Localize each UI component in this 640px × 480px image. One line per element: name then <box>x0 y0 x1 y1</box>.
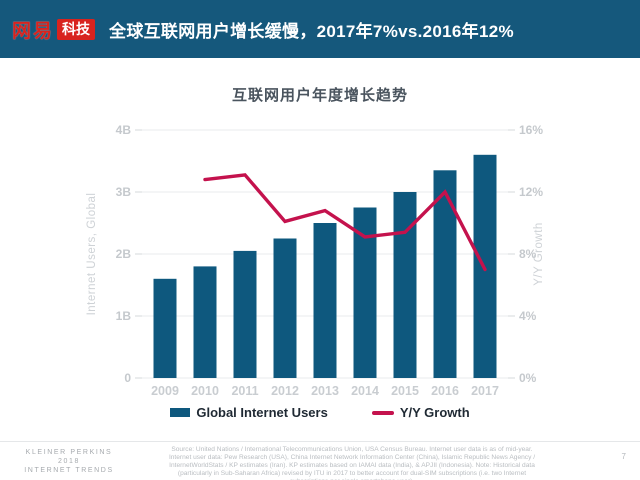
yy-growth-line <box>203 173 487 272</box>
page-number: 7 <box>621 452 626 461</box>
slide-title: 全球互联网用户增长缓慢，2017年7%vs.2016年12% <box>109 21 514 41</box>
right-axis-title: Y/Y Growth <box>533 222 545 286</box>
bar-2011 <box>233 250 257 378</box>
bar-2013 <box>313 223 337 378</box>
right-axis-tick: 12% <box>519 185 543 199</box>
left-axis-tick: 2B <box>116 247 132 261</box>
left-axis-tick: 3B <box>116 185 132 199</box>
right-axis-tick: 4% <box>519 309 537 323</box>
x-axis-label-2015: 2015 <box>391 384 419 398</box>
footer-brand: KLEINER PERKINS 2018 INTERNET TRENDS <box>10 448 128 475</box>
footer-brand-report: INTERNET TRENDS <box>24 467 114 474</box>
bar-swatch-icon <box>170 408 191 417</box>
legend-label-bars: Global Internet Users <box>196 405 328 420</box>
bar-2010 <box>193 266 217 378</box>
chart-title: 互联网用户年度增长趋势 <box>231 87 408 104</box>
x-axis-label-2017: 2017 <box>471 384 499 398</box>
logo-text-wangyi: 网易 <box>12 20 55 42</box>
x-axis-label-2009: 2009 <box>151 384 179 398</box>
bar-2016 <box>433 170 457 378</box>
legend-item-global-internet-users: Global Internet Users <box>170 405 328 420</box>
legend-label-line: Y/Y Growth <box>399 405 470 420</box>
line-swatch-icon <box>371 410 394 415</box>
bar-2015 <box>393 192 417 378</box>
chart-legend: Global Internet Users Y/Y Growth <box>0 405 640 420</box>
left-axis-tick: 4B <box>116 123 132 137</box>
x-axis-label-2014: 2014 <box>351 384 379 398</box>
logo-badge-keji: 科技 <box>57 18 96 40</box>
left-axis-title: Internet Users, Global <box>86 193 98 316</box>
bars-global-internet-users: 2009 2010 2011 2012 2013 2014 2015 2016 2017 <box>151 154 499 398</box>
left-axis-tick: 0 <box>124 371 131 385</box>
x-axis-label-2011: 2011 <box>231 384 258 398</box>
source-note: Source: United Nations / International T… <box>168 446 536 480</box>
bar-2009 <box>153 278 177 378</box>
x-axis-label-2012: 2012 <box>271 384 299 398</box>
right-axis-tick: 8% <box>519 247 537 261</box>
footer-brand-year: 2018 <box>58 458 80 465</box>
netease-tech-logo: 网易 科技 <box>12 16 96 43</box>
bar-2012 <box>273 238 297 378</box>
x-axis-label-2016: 2016 <box>431 384 459 398</box>
left-axis-tick: 1B <box>116 309 132 323</box>
right-axis-tick: 16% <box>519 123 543 137</box>
legend-item-yy-growth: Y/Y Growth <box>371 405 470 420</box>
gridlines: 0 1B 2B 3B 4B 0% 4% 8% 12% 16% <box>116 123 544 385</box>
header-bar: 网易 科技 全球互联网用户增长缓慢，2017年7%vs.2016年12% <box>0 0 640 58</box>
internet-users-growth-chart: 0 1B 2B 3B 4B 0% 4% 8% 12% 16% 2009 2010 2011 2012 201… <box>86 123 545 398</box>
bar-2014 <box>353 207 377 378</box>
footer-divider <box>0 441 640 442</box>
footer-brand-name: KLEINER PERKINS <box>25 449 113 456</box>
x-axis-label-2013: 2013 <box>311 384 339 398</box>
right-axis-tick: 0% <box>519 371 537 385</box>
x-axis-label-2010: 2010 <box>191 384 219 398</box>
